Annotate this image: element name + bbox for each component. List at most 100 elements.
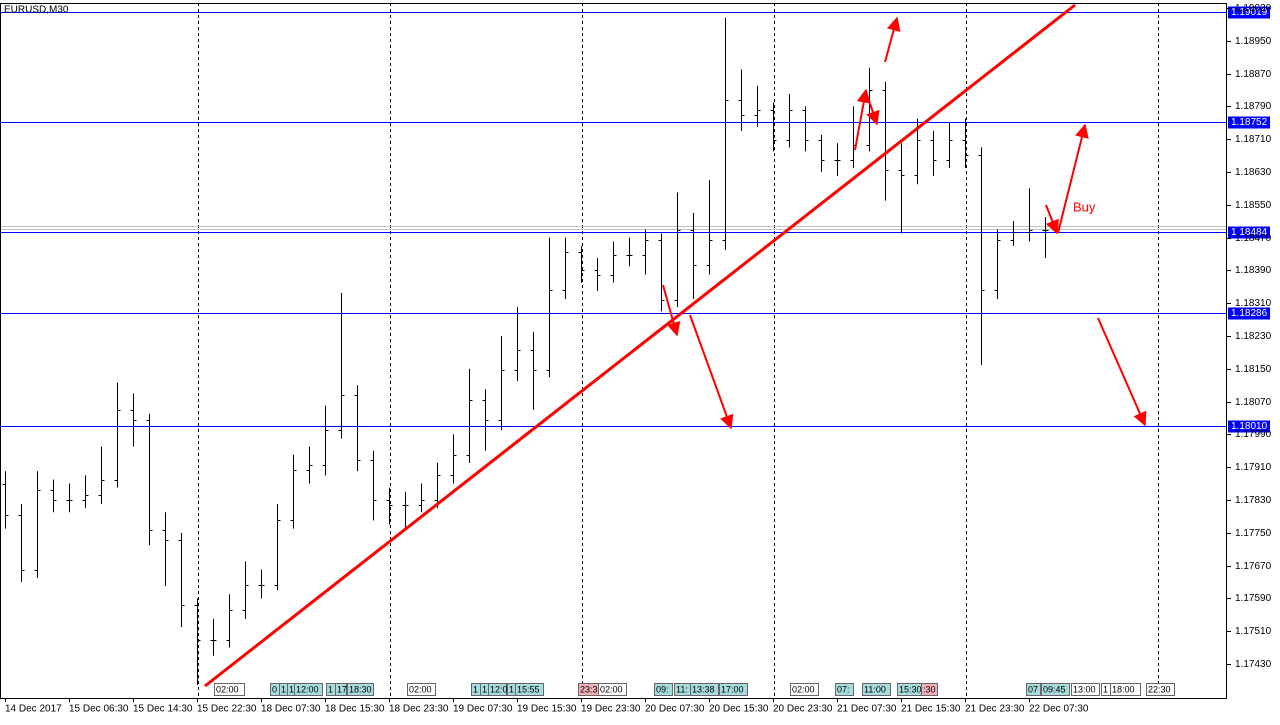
event-tag: 18:00: [1112, 684, 1135, 694]
y-tick-label: 1.17510: [1235, 626, 1272, 637]
event-tag: 02:00: [409, 684, 432, 694]
level-label-box: [1228, 226, 1270, 239]
event-tag-box: [1041, 683, 1070, 696]
event-tags: 02:00 0 1 1 12:00 1 17 18:30 02:00 1 1 12:0 1 15:55 23…: [214, 683, 1175, 696]
x-tick-label: 19 Dec 23:30: [581, 704, 641, 715]
y-tick-label: 1.18230: [1235, 331, 1272, 342]
x-tick-label: 22 Dec 07:30: [1029, 704, 1089, 715]
x-tick-label: 20 Dec 15:30: [709, 704, 769, 715]
event-tag-box: [862, 683, 891, 696]
x-tick-label: 20 Dec 23:30: [773, 704, 833, 715]
axes: 1.19030 1.18950 1.18870 1.18790 1.18710 1.186…: [5, 3, 1272, 715]
x-tick-label: 18 Dec 07:30: [261, 704, 321, 715]
level-label: 1.19019: [1231, 7, 1268, 18]
x-tick-label: 21 Dec 07:30: [837, 704, 897, 715]
event-tag: 07:: [837, 684, 850, 694]
level-label-box: [1228, 420, 1270, 433]
x-tick-label: 21 Dec 23:30: [965, 704, 1025, 715]
event-tag: 11:: [676, 684, 688, 694]
x-tick-label: 19 Dec 07:30: [453, 704, 513, 715]
event-tag: 1: [328, 684, 333, 694]
x-tick-label: 15 Dec 22:30: [197, 704, 257, 715]
arrow: [689, 314, 734, 430]
event-tag-box: [835, 683, 854, 696]
event-tag-box: [1146, 683, 1175, 696]
event-tag-box: [214, 683, 245, 696]
arrow: [1097, 317, 1147, 427]
event-tag-box: [921, 683, 938, 696]
plot-frame: [0, 3, 1227, 699]
arrow: [1057, 123, 1089, 234]
arrow: [1045, 204, 1059, 235]
event-tag: 09:: [656, 684, 669, 694]
y-tick-label: 1.18550: [1235, 200, 1272, 211]
event-tag: 11:00: [864, 684, 886, 694]
y-tick-label: 1.18150: [1235, 364, 1272, 375]
arrow: [662, 284, 681, 337]
event-tag: 07: [1028, 684, 1038, 694]
event-tag: 23:3: [580, 684, 598, 694]
event-tag-box: [654, 683, 673, 696]
event-tag-box: [719, 683, 748, 696]
y-tick-label: 1.18630: [1235, 167, 1272, 178]
event-tag: 1: [289, 684, 294, 694]
level-label: 1.18286: [1231, 308, 1268, 319]
event-tag-box: [1026, 683, 1041, 696]
y-tick-label: 1.17990: [1235, 429, 1272, 440]
y-tick-label: 1.18710: [1235, 134, 1272, 145]
level-label-box: [1228, 116, 1270, 129]
x-tick-label: 19 Dec 15:30: [517, 704, 577, 715]
event-tag: 1: [482, 684, 487, 694]
event-tag-box: [1071, 683, 1100, 696]
event-tag-box: [335, 683, 347, 696]
event-tag: 02:00: [216, 684, 239, 694]
annotation: Buy: [1073, 199, 1096, 214]
event-tag: 1: [1103, 684, 1108, 694]
y-tick-label: 1.17430: [1235, 659, 1272, 670]
x-tick-label: 20 Dec 07:30: [645, 704, 705, 715]
x-tick-label: 21 Dec 15:30: [901, 704, 961, 715]
y-tick-label: 1.18310: [1235, 298, 1272, 309]
y-tick-label: 1.17750: [1235, 528, 1272, 539]
x-tick-label: 18 Dec 23:30: [389, 704, 449, 715]
event-tag: 17:00: [721, 684, 744, 694]
day-separators: [198, 3, 1159, 698]
event-tag: 13:00: [1073, 684, 1096, 694]
level-label: 1.18010: [1231, 421, 1268, 432]
event-tag: 1: [473, 684, 478, 694]
x-tick-label: 15 Dec 14:30: [133, 704, 193, 715]
event-tag: 17: [337, 684, 347, 694]
event-tag: 02:00: [792, 684, 815, 694]
chart-title: EURUSD,M30: [4, 5, 69, 16]
event-tag: :30: [923, 684, 936, 694]
y-tick-label: 1.17830: [1235, 495, 1272, 506]
y-tick-label: 1.18950: [1235, 36, 1272, 47]
level-label-box: [1228, 307, 1270, 320]
y-tick-label: 1.17590: [1235, 593, 1272, 604]
event-tag-box: [294, 683, 323, 696]
event-tag-box: [347, 683, 374, 696]
event-tag: 1: [281, 684, 286, 694]
event-tag-box: [598, 683, 627, 696]
y-tick-label: 1.18790: [1235, 101, 1272, 112]
x-tick-label: 15 Dec 06:30: [69, 704, 129, 715]
y-tick-label: 1.18870: [1235, 69, 1272, 80]
event-tag: 22:30: [1148, 684, 1171, 694]
y-tick-label: 1.17670: [1235, 561, 1272, 572]
event-tag-box: [1110, 683, 1141, 696]
event-tag: 02:00: [600, 684, 623, 694]
event-tag: 09:45: [1043, 684, 1066, 694]
event-tag: 12:0: [490, 684, 508, 694]
y-tick-label: 1.17910: [1235, 462, 1272, 473]
x-tick-label: 18 Dec 15:30: [325, 704, 385, 715]
event-tag: 15:30: [899, 684, 922, 694]
y-tick-label: 1.18470: [1235, 233, 1272, 244]
arrow: [865, 91, 880, 126]
event-tag-box: [515, 683, 544, 696]
event-tag-box: [407, 683, 436, 696]
event-tag-box: [690, 683, 719, 696]
event-tag: 13:38: [692, 684, 715, 694]
event-tag: 0: [272, 684, 277, 694]
